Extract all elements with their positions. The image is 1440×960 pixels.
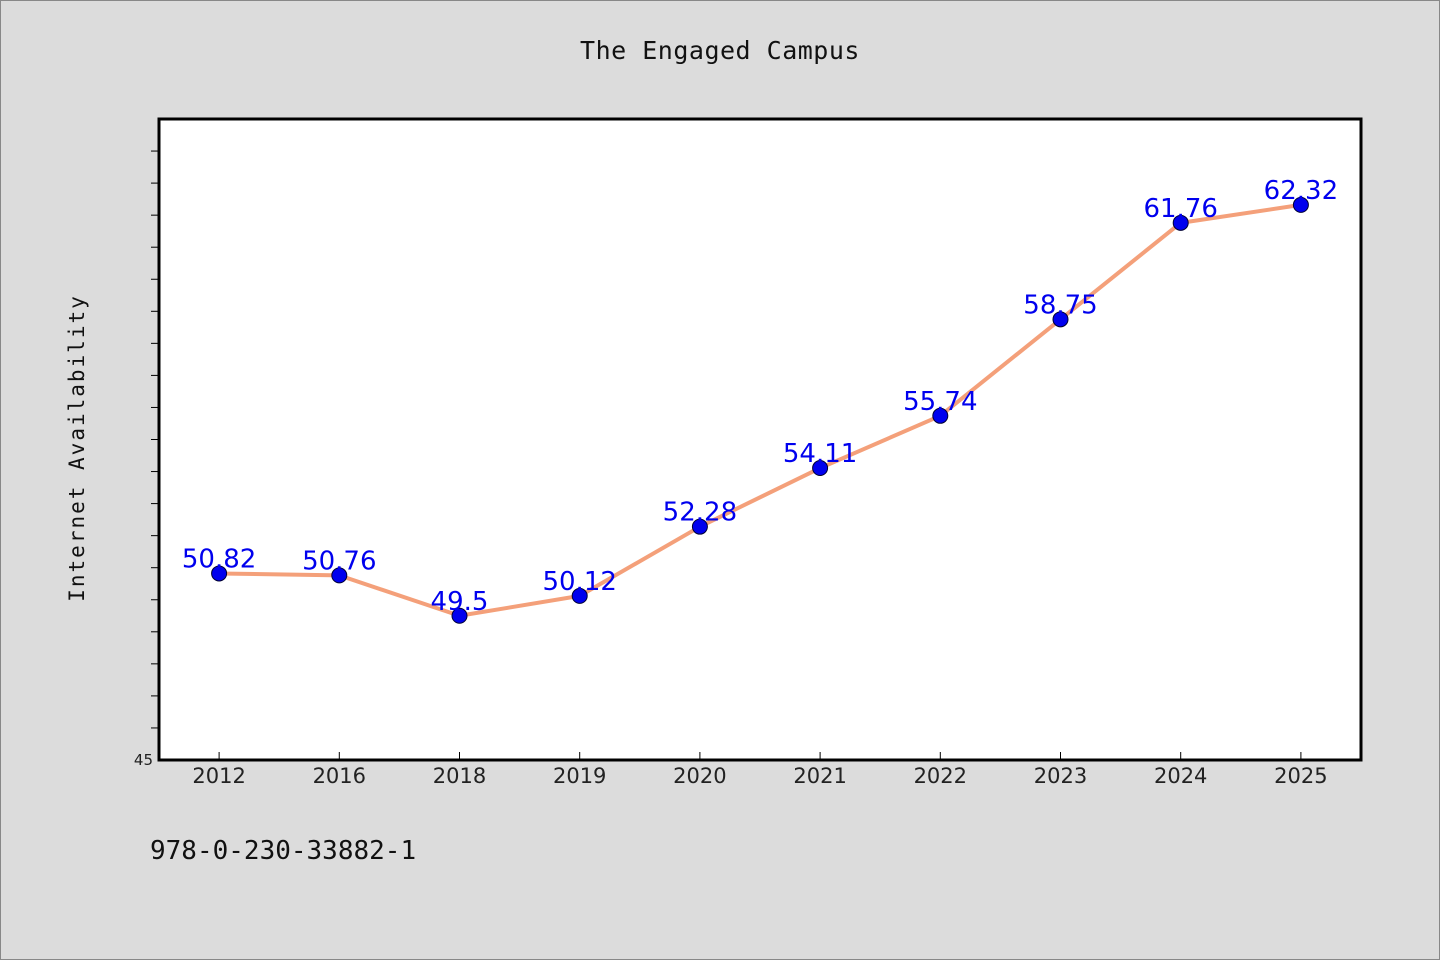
data-label: 49.5 bbox=[431, 587, 489, 617]
data-point bbox=[331, 567, 348, 584]
data-label: 50.82 bbox=[182, 544, 256, 574]
data-label: 50.76 bbox=[302, 546, 376, 576]
x-tick-label: 2019 bbox=[553, 764, 606, 788]
x-tick-label: 2022 bbox=[914, 764, 967, 788]
data-label: 58.75 bbox=[1023, 290, 1097, 320]
data-point bbox=[1052, 311, 1069, 328]
data-point bbox=[1292, 196, 1309, 213]
x-axis-ticks: 2012 2016 2018 2019 2020 2021 2022 2023 2024 2025 bbox=[192, 752, 1328, 788]
data-point bbox=[451, 607, 468, 624]
x-tick-label: 2012 bbox=[192, 764, 245, 788]
data-point bbox=[1172, 214, 1189, 231]
data-point bbox=[691, 518, 708, 535]
plot-area bbox=[157, 117, 1363, 762]
data-label: 61.76 bbox=[1143, 194, 1217, 224]
chart-title: The Engaged Campus bbox=[580, 36, 860, 65]
data-point bbox=[932, 407, 949, 424]
series-line bbox=[217, 202, 1303, 618]
y-axis-ticks: 45 bbox=[134, 150, 158, 769]
data-point bbox=[812, 460, 829, 477]
data-label: 54.11 bbox=[783, 439, 857, 469]
x-tick-label: 2021 bbox=[793, 764, 846, 788]
y-tick-label: 45 bbox=[134, 751, 153, 769]
data-label: 55.74 bbox=[903, 387, 977, 417]
x-tick-label: 2018 bbox=[433, 764, 486, 788]
data-point bbox=[211, 565, 228, 582]
data-label: 50.12 bbox=[542, 567, 616, 597]
isbn-text: 978-0-230-33882-1 bbox=[150, 836, 417, 866]
data-label: 52.28 bbox=[663, 498, 737, 528]
data-point bbox=[571, 587, 588, 604]
x-tick-label: 2024 bbox=[1154, 764, 1207, 788]
x-tick-label: 2016 bbox=[313, 764, 366, 788]
data-label: 62.32 bbox=[1264, 176, 1338, 206]
x-tick-label: 2023 bbox=[1034, 764, 1087, 788]
x-tick-label: 2020 bbox=[673, 764, 726, 788]
x-tick-label: 2025 bbox=[1274, 764, 1327, 788]
data-labels-group: 50.82 50.76 49.5 50.12 52.28 54.11 55.74 58.75 6… bbox=[182, 176, 1338, 617]
series-group bbox=[211, 196, 1309, 624]
